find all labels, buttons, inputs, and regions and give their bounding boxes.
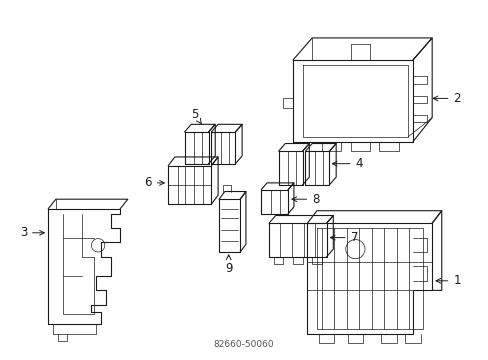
Text: 6: 6 xyxy=(144,176,164,189)
Text: 7: 7 xyxy=(330,231,357,244)
Text: 5: 5 xyxy=(191,108,201,124)
Text: 3: 3 xyxy=(20,226,44,239)
Text: 1: 1 xyxy=(435,274,460,287)
Text: 2: 2 xyxy=(432,92,460,105)
Text: 82660-50060: 82660-50060 xyxy=(213,340,274,349)
Text: 9: 9 xyxy=(224,255,232,275)
Text: 4: 4 xyxy=(332,157,362,170)
Text: 8: 8 xyxy=(291,193,319,206)
